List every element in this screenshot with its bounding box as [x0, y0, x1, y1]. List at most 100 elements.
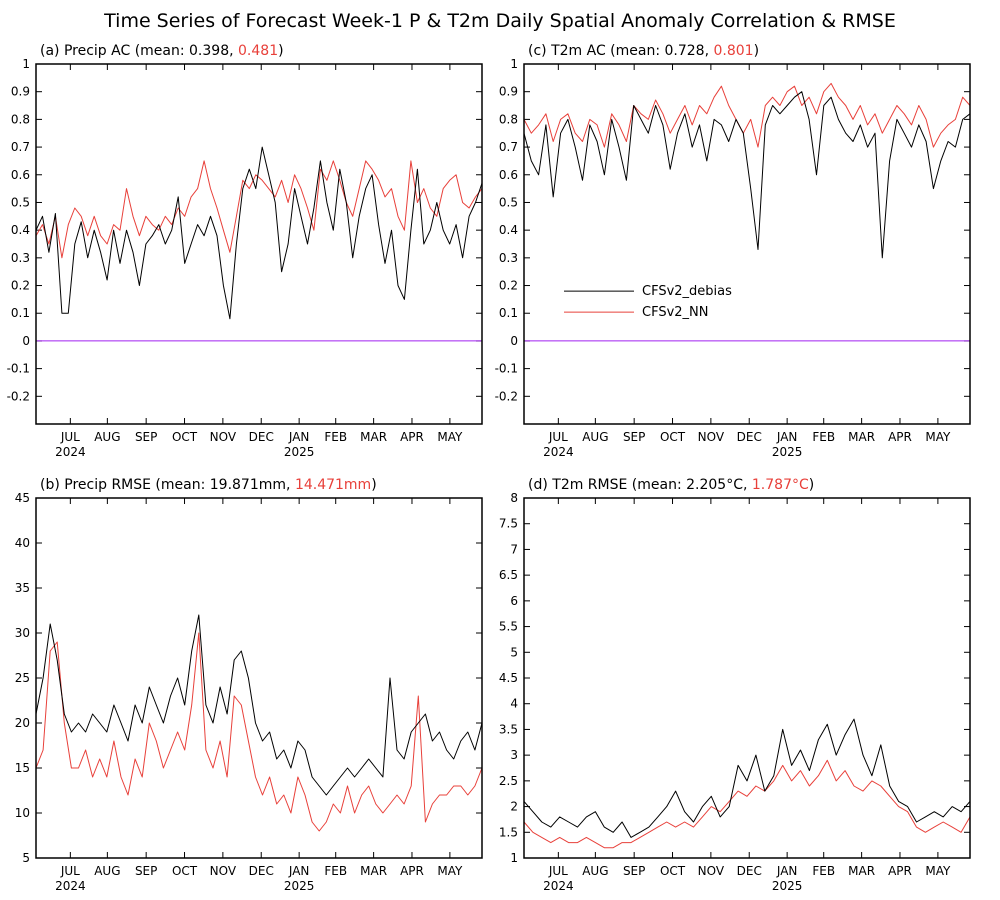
x-tick-label: MAR [360, 864, 387, 878]
x-year-label: 2025 [284, 879, 315, 893]
y-tick-label: 3.5 [499, 722, 518, 736]
y-tick-label: 1 [510, 57, 518, 71]
y-tick-label: 0.8 [11, 112, 30, 126]
x-tick-label: OCT [660, 864, 686, 878]
y-tick-label: -0.2 [7, 389, 30, 403]
panel-label: (d) T2m RMSE (mean: 2.205°C, 1.787°C) [528, 477, 814, 493]
x-tick-label: JUL [548, 864, 568, 878]
panel-label: (c) T2m AC (mean: 0.728, 0.801) [528, 43, 759, 59]
y-tick-label: 10 [15, 806, 30, 820]
y-tick-label: 40 [15, 536, 30, 550]
y-tick-label: -0.2 [495, 389, 518, 403]
y-tick-label: 0.6 [499, 168, 518, 182]
x-year-label: 2024 [543, 445, 574, 459]
x-year-label: 2025 [772, 445, 803, 459]
panel-label-red: 0.801 [714, 43, 754, 59]
x-tick-label: MAR [848, 864, 875, 878]
plot-frame [35, 497, 483, 859]
x-tick-label: DEC [249, 864, 274, 878]
panel-label-suffix: ) [754, 43, 759, 59]
x-tick-label: MAY [925, 430, 951, 444]
panel-label-red: 0.481 [238, 43, 278, 59]
panel-label: (a) Precip AC (mean: 0.398, 0.481) [40, 43, 284, 59]
y-tick-label: 7 [510, 542, 518, 556]
y-tick-label: 15 [15, 761, 30, 775]
x-tick-label: DEC [249, 430, 274, 444]
y-tick-label: 8 [510, 491, 518, 505]
series-line-debias [35, 146, 483, 320]
panel-label-suffix: ) [371, 477, 376, 493]
x-tick-label: MAR [848, 430, 875, 444]
x-tick-label: AUG [582, 864, 608, 878]
legend-label-debias: CFSv2_debias [642, 284, 732, 299]
y-tick-label: 0.7 [499, 140, 518, 154]
panel-label-red: 14.471mm [295, 477, 371, 493]
panel-a: (a) Precip AC (mean: 0.398, 0.481) -0.2 -0… [7, 43, 483, 459]
plot-frame [35, 63, 483, 425]
y-tick-label: 0.3 [499, 251, 518, 265]
x-tick-label: FEB [812, 864, 835, 878]
panel-label-text: (b) Precip RMSE (mean: 19.871mm, [40, 477, 295, 493]
panel-label-text: (a) Precip AC (mean: 0.398, [40, 43, 238, 59]
series-line-nn [35, 632, 483, 832]
y-tick-label: 0.7 [11, 140, 30, 154]
figure-title: Time Series of Forecast Week-1 P & T2m D… [103, 10, 896, 32]
y-tick-label: 5 [22, 851, 30, 865]
y-tick-label: 0 [22, 334, 30, 348]
y-tick-label: 0 [510, 334, 518, 348]
y-tick-label: -0.1 [7, 362, 30, 376]
x-tick-label: AUG [94, 864, 120, 878]
x-tick-label: AUG [582, 430, 608, 444]
y-tick-label: 1 [22, 57, 30, 71]
x-tick-label: JAN [288, 430, 310, 444]
y-tick-label: 0.1 [11, 306, 30, 320]
y-tick-label: 0.8 [499, 112, 518, 126]
x-tick-label: FEB [324, 430, 347, 444]
plot-frame [523, 497, 971, 859]
series-line-debias [35, 614, 483, 796]
y-tick-label: 45 [15, 491, 30, 505]
y-tick-label: 25 [15, 671, 30, 685]
y-tick-label: 0.4 [499, 223, 518, 237]
x-tick-label: MAY [437, 430, 463, 444]
panel-label-text: (c) T2m AC (mean: 0.728, [528, 43, 714, 59]
series-line-debias [523, 91, 971, 259]
y-tick-label: 0.1 [499, 306, 518, 320]
x-tick-label: FEB [324, 864, 347, 878]
x-year-label: 2025 [772, 879, 803, 893]
y-tick-label: 4 [510, 697, 518, 711]
y-tick-label: 0.9 [11, 85, 30, 99]
x-tick-label: MAY [925, 864, 951, 878]
x-tick-label: JAN [776, 430, 798, 444]
y-tick-label: 0.6 [11, 168, 30, 182]
x-tick-label: NOV [698, 864, 725, 878]
x-tick-label: JUL [548, 430, 568, 444]
x-tick-label: JUL [60, 430, 80, 444]
x-tick-label: FEB [812, 430, 835, 444]
x-tick-label: AUG [94, 430, 120, 444]
y-tick-label: 6.5 [499, 568, 518, 582]
x-tick-label: OCT [172, 430, 198, 444]
x-tick-label: SEP [135, 864, 157, 878]
x-year-label: 2025 [284, 445, 315, 459]
x-tick-label: OCT [660, 430, 686, 444]
y-tick-label: 6 [510, 594, 518, 608]
x-tick-label: JUL [60, 864, 80, 878]
y-tick-label: 0.2 [499, 279, 518, 293]
y-tick-label: 0.3 [11, 251, 30, 265]
x-year-label: 2024 [55, 445, 86, 459]
series-line-debias [523, 718, 971, 838]
series-line-nn [35, 160, 483, 259]
x-tick-label: APR [400, 864, 424, 878]
x-tick-label: SEP [135, 430, 157, 444]
panel-c: (c) T2m AC (mean: 0.728, 0.801)-0.2-0.10… [495, 43, 971, 459]
y-tick-label: 35 [15, 581, 30, 595]
y-tick-label: 5 [510, 645, 518, 659]
y-tick-label: 0.9 [499, 85, 518, 99]
y-tick-label: 3 [510, 748, 518, 762]
y-tick-label: 0.2 [11, 279, 30, 293]
y-tick-label: 0.5 [11, 195, 30, 209]
x-tick-label: NOV [698, 430, 725, 444]
x-year-label: 2024 [55, 879, 86, 893]
